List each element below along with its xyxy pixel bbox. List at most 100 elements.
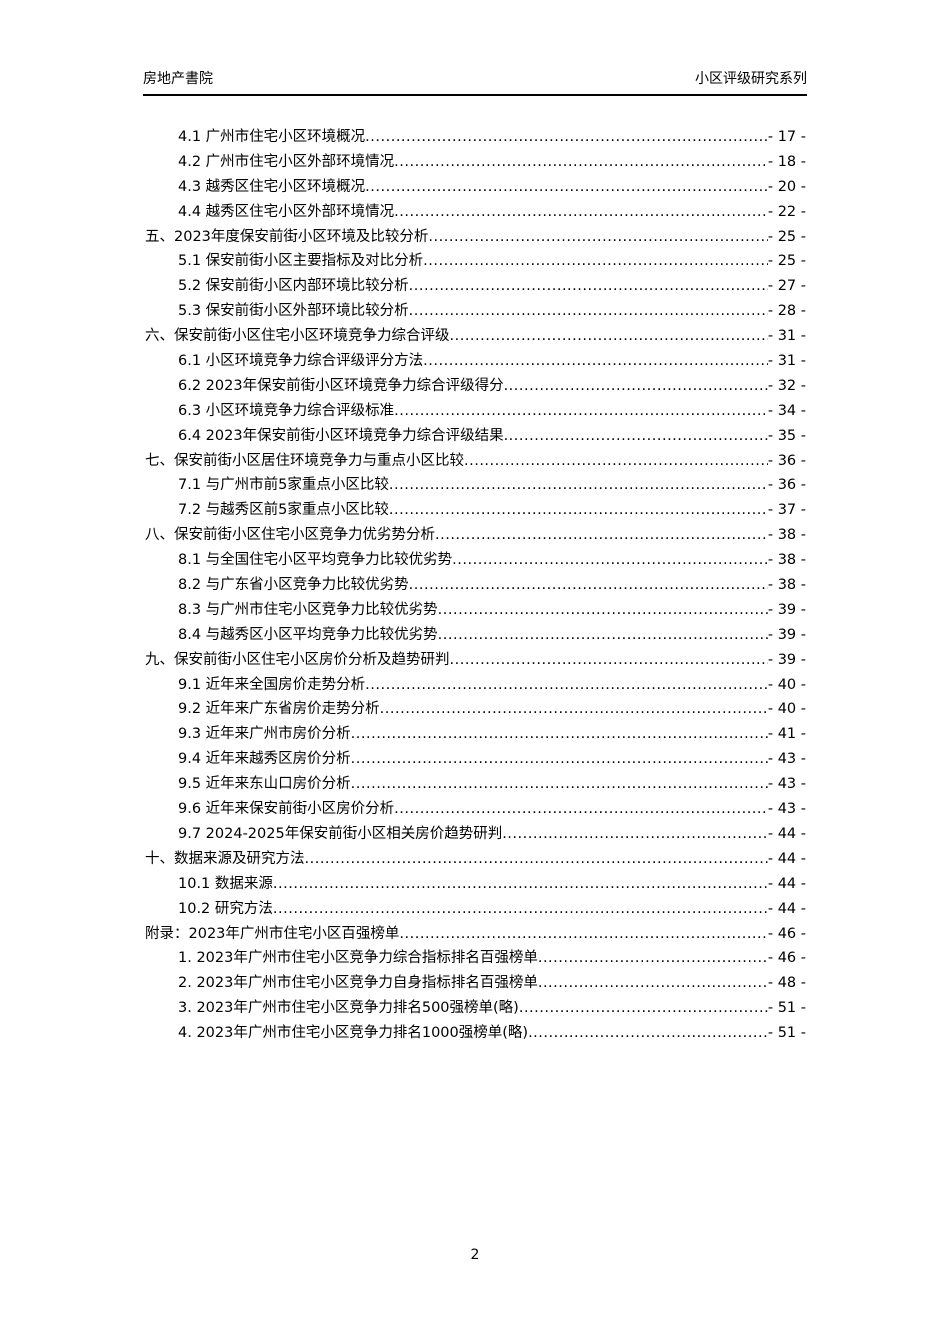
dot-leader <box>394 150 768 175</box>
toc-entry-title: 1. 2023年广州市住宅小区竞争力综合指标排名百强榜单 <box>178 950 538 967</box>
toc-entry-title: 9.2 近年来广东省房价走势分析 <box>178 701 380 718</box>
toc-entry-page: - 25 - <box>767 253 806 270</box>
toc-entry-title: 5.2 保安前街小区内部环境比较分析 <box>178 278 409 295</box>
dot-leader <box>450 648 768 673</box>
toc-entry-title: 10.1 数据来源 <box>178 875 273 892</box>
dot-leader <box>504 424 768 449</box>
toc-entry-page: - 25 - <box>767 228 806 245</box>
page-header: 房地产書院 小区评级研究系列 <box>143 66 807 96</box>
toc-entry-page: - 46 - <box>767 925 806 942</box>
toc-entry-page: - 22 - <box>767 203 806 220</box>
toc-entry[interactable]: 五、2023年度保安前街小区环境及比较分析 - 25 - <box>145 225 806 250</box>
toc-entry[interactable]: 9.5 近年来东山口房价分析 - 43 - <box>145 772 806 797</box>
dot-leader <box>423 349 768 374</box>
toc-entry-title: 五、2023年度保安前街小区环境及比较分析 <box>145 228 429 245</box>
toc-entry-page: - 46 - <box>767 950 806 967</box>
toc-entry[interactable]: 4.3 越秀区住宅小区环境概况 - 20 - <box>145 175 806 200</box>
toc-entry[interactable]: 10.1 数据来源 - 44 - <box>145 872 806 897</box>
toc-entry[interactable]: 8.3 与广州市住宅小区竞争力比较优劣势 - 39 - <box>145 598 806 623</box>
dot-leader <box>450 324 768 349</box>
toc-entry-title: 9.1 近年来全国房价走势分析 <box>178 676 366 693</box>
toc-entry[interactable]: 6.4 2023年保安前街小区环境竞争力综合评级结果 - 35 - <box>145 424 806 449</box>
toc-entry[interactable]: 九、保安前街小区住宅小区房价分析及趋势研判 - 39 - <box>145 648 806 673</box>
toc-entry-title: 附录：2023年广州市住宅小区百强榜单 <box>145 925 400 942</box>
toc-entry[interactable]: 3. 2023年广州市住宅小区竞争力排名500强榜单(略) - 51 - <box>145 996 806 1021</box>
toc-entry[interactable]: 7.2 与越秀区前5家重点小区比较 - 37 - <box>145 498 806 523</box>
toc-entry-title: 8.4 与越秀区小区平均竞争力比较优劣势 <box>178 626 438 643</box>
toc-entry-title: 4.1 广州市住宅小区环境概况 <box>178 129 366 145</box>
toc-entry[interactable]: 6.2 2023年保安前街小区环境竞争力综合评级得分 - 32 - <box>145 374 806 399</box>
toc-entry-title: 六、保安前街小区住宅小区环境竞争力综合评级 <box>145 328 450 345</box>
toc-entry[interactable]: 七、保安前街小区居住环境竞争力与重点小区比较 - 36 - <box>145 449 806 474</box>
toc-entry-page: - 20 - <box>767 178 806 195</box>
toc-entry-title: 8.1 与全国住宅小区平均竞争力比较优劣势 <box>178 552 453 569</box>
toc-entry[interactable]: 六、保安前街小区住宅小区环境竞争力综合评级 - 31 - <box>145 324 806 349</box>
dot-leader <box>528 1021 768 1046</box>
toc-entry[interactable]: 2. 2023年广州市住宅小区竞争力自身指标排名百强榜单 - 48 - <box>145 971 806 996</box>
toc-entry-page: - 39 - <box>767 626 806 643</box>
toc-entry-title: 4.3 越秀区住宅小区环境概况 <box>178 178 366 195</box>
toc-entry[interactable]: 8.4 与越秀区小区平均竞争力比较优劣势 - 39 - <box>145 623 806 648</box>
toc-entry[interactable]: 附录：2023年广州市住宅小区百强榜单 - 46 - <box>145 922 806 947</box>
toc-entry[interactable]: 5.1 保安前街小区主要指标及对比分析 - 25 - <box>145 249 806 274</box>
dot-leader <box>273 897 768 922</box>
toc-entry[interactable]: 6.3 小区环境竞争力综合评级标准 - 34 - <box>145 399 806 424</box>
dot-leader <box>538 971 768 996</box>
toc-entry-title: 4.2 广州市住宅小区外部环境情况 <box>178 153 395 170</box>
dot-leader <box>394 200 768 225</box>
toc-entry[interactable]: 9.7 2024-2025年保安前街小区相关房价趋势研判 - 44 - <box>145 822 806 847</box>
toc-entry-title: 2. 2023年广州市住宅小区竞争力自身指标排名百强榜单 <box>178 975 538 992</box>
dot-leader <box>273 872 768 897</box>
toc-entry-title: 9.4 近年来越秀区房价分析 <box>178 751 351 768</box>
toc-entry-page: - 17 - <box>767 129 806 145</box>
toc-entry[interactable]: 6.1 小区环境竞争力综合评级评分方法 - 31 - <box>145 349 806 374</box>
toc-entry[interactable]: 5.2 保安前街小区内部环境比较分析 - 27 - <box>145 274 806 299</box>
toc-entry[interactable]: 5.3 保安前街小区外部环境比较分析 - 28 - <box>145 299 806 324</box>
toc-entry-title: 6.3 小区环境竞争力综合评级标准 <box>178 402 395 419</box>
toc-entry[interactable]: 7.1 与广州市前5家重点小区比较 - 36 - <box>145 473 806 498</box>
table-of-contents: 4.1 广州市住宅小区环境概况 - 17 - 4.2 广州市住宅小区外部环境情况 - … <box>145 125 806 1046</box>
dot-leader <box>435 523 768 548</box>
toc-entry[interactable]: 十、数据来源及研究方法 - 44 - <box>145 847 806 872</box>
toc-entry[interactable]: 9.4 近年来越秀区房价分析 - 43 - <box>145 747 806 772</box>
toc-entry-title: 八、保安前街小区住宅小区竞争力优劣势分析 <box>145 527 435 544</box>
toc-entry[interactable]: 9.6 近年来保安前街小区房价分析 - 43 - <box>145 797 806 822</box>
dot-leader <box>365 673 768 698</box>
toc-entry-title: 十、数据来源及研究方法 <box>145 850 305 867</box>
toc-entry-page: - 34 - <box>767 402 806 419</box>
toc-entry-page: - 43 - <box>767 751 806 768</box>
toc-entry-title: 4. 2023年广州市住宅小区竞争力排名1000强榜单(略) <box>178 1025 529 1042</box>
toc-entry[interactable]: 4.1 广州市住宅小区环境概况 - 17 - <box>145 125 806 150</box>
toc-entry[interactable]: 9.3 近年来广州市房价分析 - 41 - <box>145 722 806 747</box>
dot-leader <box>438 598 768 623</box>
toc-entry-page: - 39 - <box>767 651 806 668</box>
dot-leader <box>365 125 768 150</box>
toc-entry[interactable]: 9.1 近年来全国房价走势分析 - 40 - <box>145 673 806 698</box>
dot-leader <box>305 847 768 872</box>
dot-leader <box>504 374 768 399</box>
dot-leader <box>438 623 768 648</box>
toc-entry-page: - 44 - <box>767 850 806 867</box>
toc-entry-page: - 43 - <box>767 801 806 818</box>
toc-entry[interactable]: 9.2 近年来广东省房价走势分析 - 40 - <box>145 697 806 722</box>
toc-entry-title: 8.3 与广州市住宅小区竞争力比较优劣势 <box>178 601 438 618</box>
dot-leader <box>464 449 768 474</box>
toc-entry[interactable]: 10.2 研究方法 - 44 - <box>145 897 806 922</box>
toc-entry-page: - 27 - <box>767 278 806 295</box>
toc-entry[interactable]: 4.4 越秀区住宅小区外部环境情况 - 22 - <box>145 200 806 225</box>
dot-leader <box>351 722 768 747</box>
toc-entry-title: 七、保安前街小区居住环境竞争力与重点小区比较 <box>145 452 464 469</box>
toc-entry-page: - 28 - <box>767 303 806 320</box>
toc-entry-title: 6.1 小区环境竞争力综合评级评分方法 <box>178 353 424 370</box>
toc-entry[interactable]: 1. 2023年广州市住宅小区竞争力综合指标排名百强榜单 - 46 - <box>145 946 806 971</box>
toc-entry[interactable]: 8.1 与全国住宅小区平均竞争力比较优劣势 - 38 - <box>145 548 806 573</box>
toc-entry-page: - 41 - <box>767 726 806 743</box>
toc-entry[interactable]: 8.2 与广东省小区竞争力比较优劣势 - 38 - <box>145 573 806 598</box>
toc-entry-page: - 39 - <box>767 601 806 618</box>
dot-leader <box>365 175 768 200</box>
toc-entry[interactable]: 八、保安前街小区住宅小区竞争力优劣势分析 - 38 - <box>145 523 806 548</box>
toc-entry-page: - 38 - <box>767 552 806 569</box>
toc-entry[interactable]: 4. 2023年广州市住宅小区竞争力排名1000强榜单(略) - 51 - <box>145 1021 806 1046</box>
dot-leader <box>394 797 768 822</box>
toc-entry[interactable]: 4.2 广州市住宅小区外部环境情况 - 18 - <box>145 150 806 175</box>
